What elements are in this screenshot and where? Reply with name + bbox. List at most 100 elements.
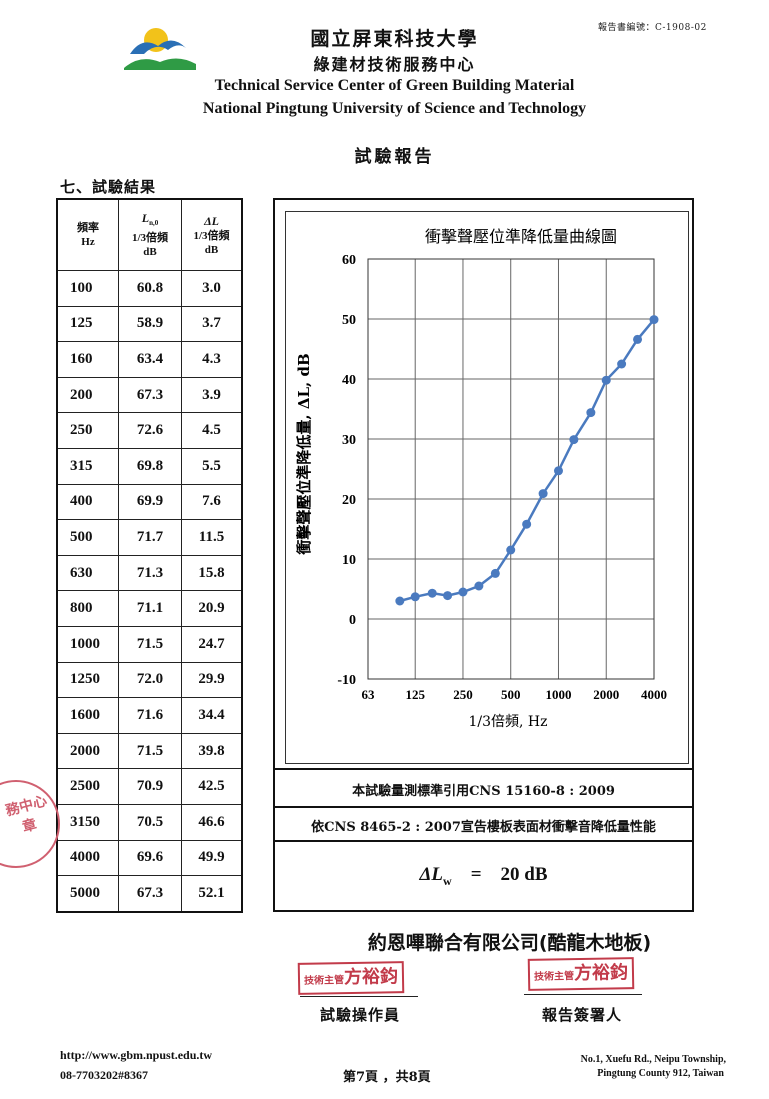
cell-dl: 15.8 [181,554,243,592]
table-row: 1250 72.0 29.9 [56,661,243,699]
data-point [474,581,484,591]
x-axis-label: 1/3倍頻, Hz [468,714,547,730]
table-row: 500 71.7 11.5 [56,519,243,556]
phone-number: 08-7703202#8367 [60,1068,148,1082]
y-tick-label: 60 [342,253,356,268]
signer-label: 報告簽署人 [541,1006,622,1024]
divider-line [273,840,694,842]
header-frequency: 頻率 Hz [56,198,119,271]
table-row: 125 58.9 3.7 [56,305,243,343]
data-point [649,315,659,325]
cell-ln: 71.7 [118,519,182,556]
x-tick-label: 125 [405,687,425,702]
data-point [617,359,627,369]
cell-dl: 4.5 [181,412,243,449]
x-tick-label: 250 [453,687,473,702]
cell-freq: 200 [56,376,119,414]
cell-ln: 67.3 [118,376,182,414]
table-row: 400 69.9 7.6 [56,483,243,521]
x-tick-label: 2000 [593,687,619,702]
report-number: 報告書編號：C-1908-02 [598,23,707,33]
data-point [586,408,596,418]
results-table-header: 頻率 Hz Ln,0 1/3倍頻 dB ΔL 1/3倍頻 dB [56,198,243,271]
table-row: 630 71.3 15.8 [56,554,243,592]
header-ln0: Ln,0 1/3倍頻 dB [118,198,182,271]
y-axis-label: 衝擊聲壓位準降低量, ΔL, dB [295,353,313,555]
document-title: 試驗報告 [354,147,435,167]
cell-freq: 315 [56,447,119,485]
cell-freq: 3150 [56,803,119,841]
signer-signature-line [524,994,642,995]
result-symbol: ΔL [419,864,444,885]
impact-sound-chart: 63 125 250 500 1000 2000 4000 -10 0 10 20 30 40 50 60 衝… [295,227,667,730]
chart-frame [285,211,689,764]
npust-logo-icon [124,28,196,70]
cell-ln: 69.6 [118,839,182,877]
standard-reference: 本試驗量測標準引用CNS 15160-8 : 2009 [352,784,615,799]
cell-freq: 100 [56,270,119,307]
cell-dl: 46.6 [181,803,243,841]
standard-declaration: 依CNS 8465-2 : 2007宣告樓板表面材衝擊音降低量性能 [311,820,656,835]
results-table: 頻率 Hz Ln,0 1/3倍頻 dB ΔL 1/3倍頻 dB 100 60.8 3… [56,198,243,913]
data-point [633,334,643,344]
cell-freq: 630 [56,554,119,592]
result-subscript: w [443,873,452,888]
x-tick-label: 63 [362,687,376,702]
y-tick-label: 0 [349,613,356,628]
cell-ln: 71.5 [118,732,182,770]
x-tick-label: 4000 [641,687,667,702]
data-point [427,588,437,598]
cell-dl: 3.9 [181,376,243,414]
data-point [490,568,500,578]
data-point [601,375,611,385]
cell-freq: 2500 [56,768,119,805]
cell-dl: 3.7 [181,305,243,343]
cell-freq: 160 [56,341,119,378]
operator-signature-line [300,996,418,997]
cell-dl: 5.5 [181,447,243,485]
data-point [538,489,548,499]
chart-title: 衝擊聲壓位準降低量曲線圖 [425,227,617,246]
cell-dl: 7.6 [181,483,243,521]
cell-dl: 20.9 [181,590,243,627]
cell-freq: 1000 [56,625,119,663]
university-name-en: National Pingtung University of Science … [202,100,587,117]
university-name-cn: 國立屏東科技大學 [310,28,479,50]
result-value: 20 dB [500,864,548,885]
table-row: 200 67.3 3.9 [56,376,243,414]
data-point [522,519,532,529]
cell-ln: 72.6 [118,412,182,449]
cell-ln: 63.4 [118,341,182,378]
cell-dl: 3.0 [181,270,243,307]
table-row: 1600 71.6 34.4 [56,697,243,734]
y-tick-label: 50 [342,313,356,328]
cell-dl: 11.5 [181,519,243,556]
table-row: 100 60.8 3.0 [56,270,243,307]
y-tick-label: 20 [342,493,356,508]
weighted-result: ΔLw = 20 dB [273,864,694,889]
table-row: 4000 69.6 49.9 [56,839,243,877]
table-row: 250 72.6 4.5 [56,412,243,449]
table-row: 5000 67.3 52.1 [56,875,243,913]
cell-freq: 800 [56,590,119,627]
y-tick-label: 40 [342,373,356,388]
table-row: 160 63.4 4.3 [56,341,243,378]
table-row: 1000 71.5 24.7 [56,625,243,663]
table-row: 2000 71.5 39.8 [56,732,243,770]
cell-freq: 250 [56,412,119,449]
cell-dl: 49.9 [181,839,243,877]
cell-ln: 67.3 [118,875,182,913]
data-point [395,596,405,606]
cell-freq: 5000 [56,875,119,913]
cell-ln: 70.9 [118,768,182,805]
cell-ln: 58.9 [118,305,182,343]
table-row: 3150 70.5 46.6 [56,803,243,841]
table-row: 315 69.8 5.5 [56,447,243,485]
x-tick-label: 1000 [545,687,571,702]
cell-ln: 71.6 [118,697,182,734]
cell-freq: 1600 [56,697,119,734]
center-name-cn: 綠建材技術服務中心 [313,55,476,74]
data-point [443,591,453,601]
table-row: 2500 70.9 42.5 [56,768,243,805]
cell-ln: 60.8 [118,270,182,307]
